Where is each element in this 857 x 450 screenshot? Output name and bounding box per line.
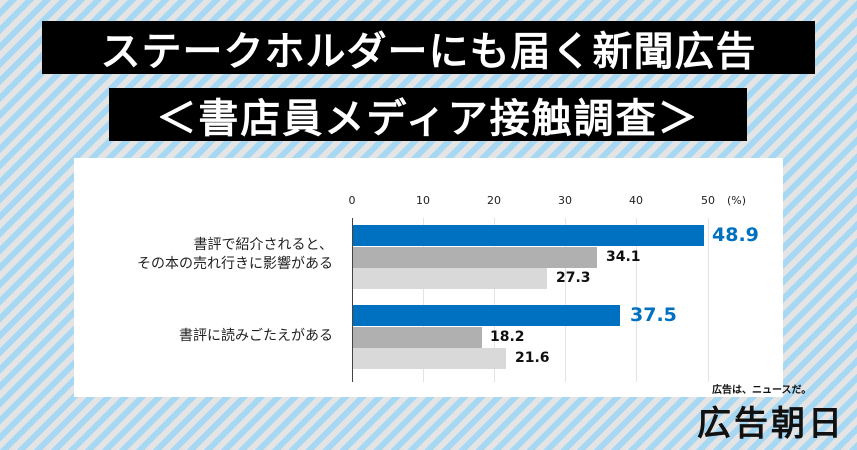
gridline	[565, 218, 566, 382]
title-line-2: ＜書店員メディア接触調査＞	[109, 88, 747, 142]
value-label-2-series3: 21.6	[515, 350, 550, 366]
gridline	[494, 218, 495, 382]
x-tick-30: 30	[558, 194, 572, 207]
category-label-1-line2: その本の売れ行きに影響がある	[137, 256, 333, 272]
gridline	[708, 218, 709, 382]
category-label-2-line1: 書評に読みごたえがある	[179, 328, 333, 344]
x-tick-20: 20	[487, 194, 501, 207]
x-tick-40: 40	[629, 194, 643, 207]
title-line-1: ステークホルダーにも届く新聞広告	[42, 21, 815, 75]
value-label-2-series2: 18.2	[490, 329, 525, 345]
x-tick-50: 50	[701, 194, 715, 207]
category-label-2: 書評に読みごたえがある	[179, 327, 333, 346]
category-label-1: 書評で紹介されると、 その本の売れ行きに影響がある	[137, 236, 333, 274]
x-tick-0: 0	[348, 194, 356, 207]
chart-panel: 0 10 20 30 40 50 (%) 書評で紹介されると、 その本の売れ行き…	[74, 158, 783, 397]
value-label-1-series2: 34.1	[606, 249, 641, 265]
value-label-1-series3: 27.3	[556, 270, 591, 286]
gridline	[636, 218, 637, 382]
bar-1-series3	[352, 268, 547, 289]
bar-2-series1	[352, 305, 620, 326]
bar-1-series2	[352, 247, 597, 268]
gridline	[423, 218, 424, 382]
value-label-2-series1: 37.5	[630, 304, 677, 326]
bar-2-series3	[352, 348, 506, 369]
x-axis-unit: (%)	[727, 194, 747, 207]
category-label-1-line1: 書評で紹介されると、	[193, 237, 333, 253]
value-label-1-series1: 48.9	[712, 224, 759, 246]
x-tick-10: 10	[416, 194, 430, 207]
brand-logo: 広告朝日	[697, 404, 845, 444]
bar-1-series1	[352, 225, 704, 246]
brand-tagline: 広告は、ニュースだ。	[712, 385, 812, 396]
y-axis-line	[352, 218, 353, 382]
bar-2-series2	[352, 327, 482, 348]
